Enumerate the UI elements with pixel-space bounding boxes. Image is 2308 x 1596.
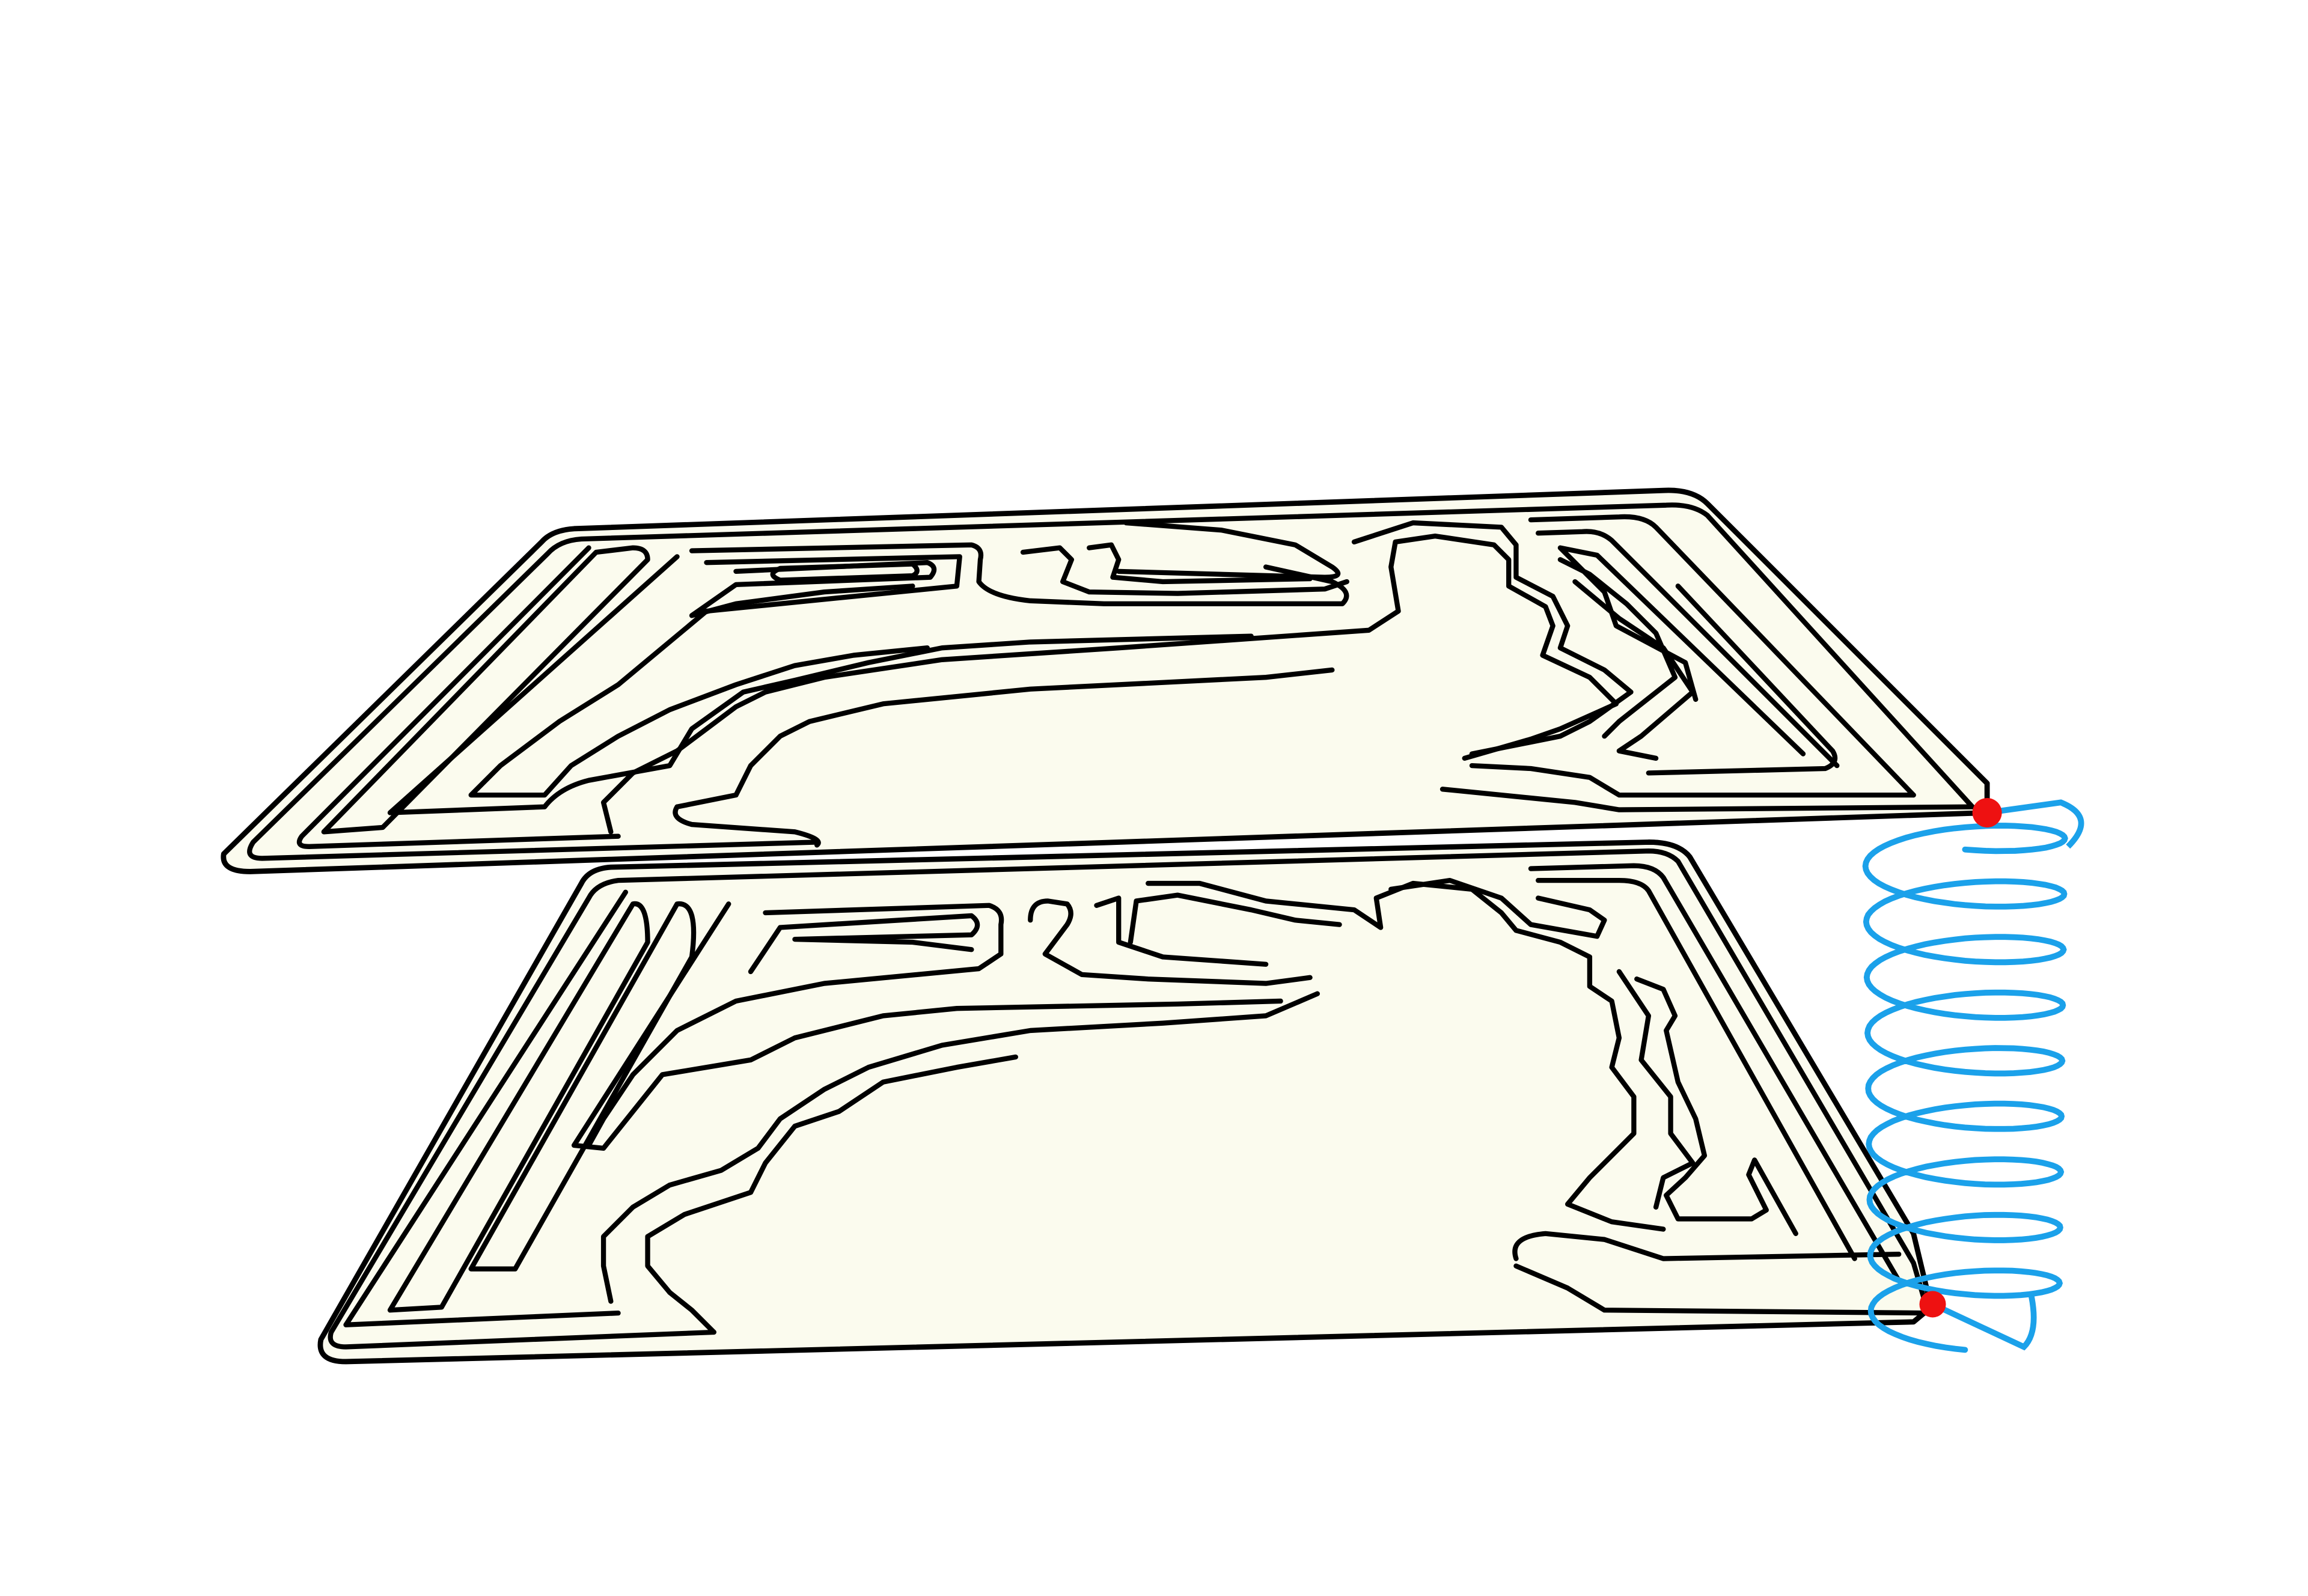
bottom-trace-18: [1616, 969, 1696, 1210]
top-trace-16: [1116, 520, 1341, 580]
top-trace-5: [296, 545, 621, 849]
top-trace-13: [674, 667, 1335, 809]
helical-coil-connector: [1862, 799, 2084, 1353]
bottom-trace-20: [1513, 1263, 1931, 1316]
top-trace-18: [1557, 557, 1678, 739]
top-trace-19: [1572, 579, 1696, 761]
terminal-bottom: [1919, 1291, 1946, 1318]
top-trace-20: [1439, 787, 1975, 812]
bottom-trace-12: [1094, 895, 1269, 967]
bottom-trace-4: [1634, 976, 1798, 1237]
top-meander-layer: [221, 487, 1990, 874]
helix-lead-bottom: [1931, 1294, 2037, 1351]
bottom-trace-3: [1536, 877, 1857, 1261]
top-trace-14: [1020, 545, 1349, 596]
top-trace-17: [1351, 520, 1634, 757]
bottom-trace-13: [1128, 892, 1342, 945]
bottom-trace-6: [387, 901, 650, 1313]
top-trace-9: [468, 554, 962, 798]
top-trace-15: [1087, 542, 1313, 585]
bottom-trace-21: [667, 1290, 716, 1335]
top-trace-2: [1528, 514, 1916, 798]
top-trace-1: [247, 502, 1975, 861]
bottom-meander-layer: [317, 839, 1934, 1365]
bottom-trace-10: [748, 913, 980, 975]
top-trace-3: [1536, 529, 1840, 769]
bottom-layer-sheet: [317, 839, 1934, 1365]
top-trace-21: [1469, 763, 1916, 798]
bottom-trace-9: [586, 903, 1004, 1148]
bottom-trace-2: [1528, 863, 1902, 1284]
bottom-trace-5: [343, 889, 628, 1327]
top-layer-sheet: [221, 487, 1990, 874]
top-trace-12: [600, 533, 1619, 835]
bottom-trace-16: [645, 1054, 1018, 1296]
top-trace-23: [673, 804, 821, 848]
bottom-trace-1: [328, 848, 1931, 1350]
top-trace-4: [1557, 545, 1806, 757]
terminal-top: [1972, 798, 2002, 827]
bottom-trace-7: [468, 901, 697, 1272]
top-trace-10: [689, 560, 937, 618]
bottom-trace-11: [1028, 898, 1313, 986]
helix-spiral: [1862, 823, 2068, 1353]
helix-lead-top: [1986, 799, 2084, 849]
top-trace-11: [770, 561, 920, 583]
top-trace-7: [387, 554, 1254, 815]
bottom-trace-19: [1512, 1231, 1902, 1261]
top-trace-8: [689, 542, 1349, 606]
bottom-trace-15: [600, 991, 1320, 1304]
bottom-trace-14: [1146, 880, 1666, 1232]
top-trace-22: [1646, 583, 1838, 776]
bottom-trace-17: [1388, 877, 1607, 939]
